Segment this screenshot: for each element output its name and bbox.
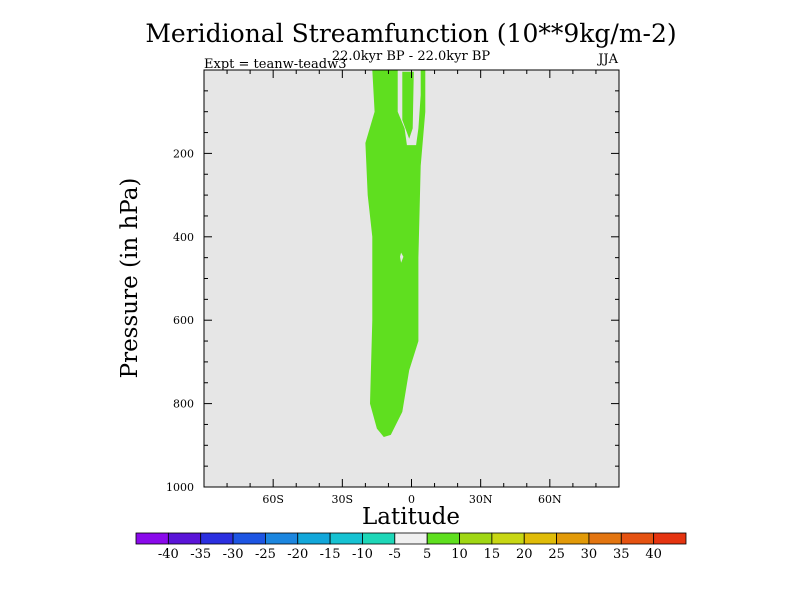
plot-area: 60S 30S 0 30N 60N 200 400 600 800 1000 — [166, 69, 620, 506]
colorbar-swatch — [459, 532, 493, 545]
colorbar-swatch — [556, 532, 590, 545]
colorbar-swatch — [232, 532, 266, 545]
colorbar-swatch — [426, 532, 460, 545]
colorbar-label: -5 — [388, 547, 401, 562]
x-tick-label: 60S — [262, 493, 284, 506]
colorbar-label: -20 — [287, 547, 308, 562]
x-axis-label: Latitude — [362, 504, 460, 530]
colorbar-label: -15 — [320, 547, 341, 562]
colorbar-label: -10 — [352, 547, 373, 562]
colorbar-label: -40 — [158, 547, 179, 562]
colorbar-label: 35 — [613, 547, 630, 562]
x-tick-label: 30S — [332, 493, 354, 506]
x-tick-label: 0 — [408, 493, 415, 506]
y-tick-label: 1000 — [166, 481, 194, 494]
colorbar-swatch — [135, 532, 169, 545]
colorbar-label: 15 — [484, 547, 501, 562]
colorbar-label: 25 — [548, 547, 565, 562]
y-tick-label: 600 — [173, 314, 194, 327]
colorbar-swatch — [491, 532, 525, 545]
colorbar-swatch — [167, 532, 202, 545]
y-tick-label: 200 — [173, 147, 194, 160]
y-tick-label: 400 — [173, 231, 194, 244]
chart-title: Meridional Streamfunction (10**9kg/m-2) — [145, 19, 676, 48]
colorbar-swatch — [620, 532, 655, 545]
colorbar-swatch — [653, 532, 687, 545]
colorbar-label: 10 — [451, 547, 468, 562]
colorbar-swatch — [200, 532, 234, 545]
colorbar-label: -35 — [190, 547, 211, 562]
colorbar-label: -30 — [223, 547, 244, 562]
colorbar-swatch — [523, 532, 557, 545]
colorbar-swatch — [362, 532, 396, 545]
season-label: JJA — [596, 52, 618, 67]
colorbar-swatch — [329, 532, 363, 545]
y-tick-label: 800 — [173, 398, 194, 411]
colorbar: -40 -35 -30 -25 -20 -15 -10 -5 5 10 15 20 25 30 35 40 — [135, 532, 687, 562]
colorbar-swatch — [265, 532, 299, 545]
x-tick-label: 30N — [469, 493, 493, 506]
colorbar-swatch — [588, 532, 622, 545]
experiment-label: Expt = teanw-teadw3 — [204, 57, 346, 72]
colorbar-label: 20 — [516, 547, 533, 562]
colorbar-label: 5 — [423, 547, 431, 562]
colorbar-swatch — [394, 532, 428, 545]
axis-ticks: 60S 30S 0 30N 60N 200 400 600 800 1000 — [166, 70, 619, 506]
colorbar-label: -25 — [255, 547, 276, 562]
contour-fill-layer — [365, 70, 426, 437]
x-tick-label: 60N — [538, 493, 562, 506]
colorbar-label: 40 — [645, 547, 662, 562]
y-axis-label: Pressure (in hPa) — [117, 178, 143, 379]
colorbar-swatch — [297, 532, 331, 545]
colorbar-label: 30 — [581, 547, 598, 562]
chart-subtitle: 22.0kyr BP - 22.0kyr BP — [332, 49, 491, 64]
contour-region-0 — [365, 70, 426, 437]
